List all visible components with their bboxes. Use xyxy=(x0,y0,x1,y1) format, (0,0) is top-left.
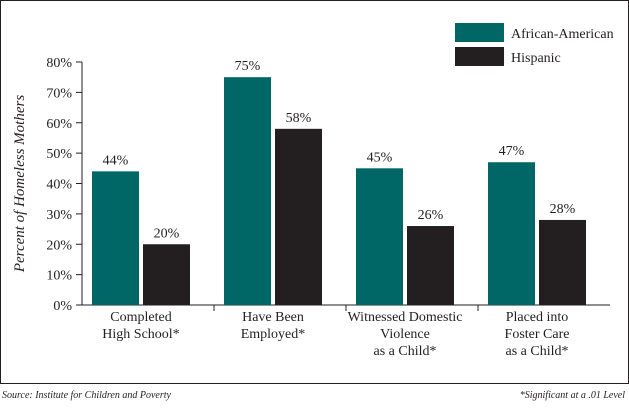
bar-african-american xyxy=(92,171,139,305)
y-tick-label: 60% xyxy=(46,117,72,132)
y-tick-label: 30% xyxy=(46,208,72,223)
y-tick-label: 20% xyxy=(46,238,72,253)
data-label: 58% xyxy=(286,111,312,126)
y-tick-label: 70% xyxy=(46,86,72,101)
data-label: 44% xyxy=(103,153,129,168)
category-label: Placed into xyxy=(506,310,569,325)
legend-swatch xyxy=(455,23,504,42)
y-tick-label: 50% xyxy=(46,147,72,162)
legend-swatch xyxy=(455,47,504,66)
category-label: Completed xyxy=(110,310,171,325)
data-label: 20% xyxy=(154,226,180,241)
y-axis-label: Percent of Homeless Mothers xyxy=(12,95,28,273)
significance-note: *Significant at a .01 Level xyxy=(519,390,625,401)
bar-african-american xyxy=(356,168,403,305)
bar-african-american xyxy=(488,162,535,305)
category-label: as a Child* xyxy=(506,344,569,359)
data-label: 26% xyxy=(418,208,444,223)
bar-hispanic xyxy=(407,226,454,305)
bar-african-american xyxy=(224,77,271,305)
source-note: Source: Institute for Children and Pover… xyxy=(2,390,171,401)
data-label: 75% xyxy=(235,59,261,74)
y-tick-label: 80% xyxy=(46,56,72,71)
y-tick-label: 40% xyxy=(46,178,72,193)
bar-chart: 0% 10% 20% 30% 40% 50% 60% 70% 80% Percent of Hom… xyxy=(12,23,614,359)
category-label: Have Been xyxy=(242,310,304,325)
category-label: Violence xyxy=(380,327,430,342)
category-label: High School* xyxy=(102,327,179,342)
bar-hispanic xyxy=(143,244,190,305)
category-label: as a Child* xyxy=(374,344,437,359)
bar-hispanic xyxy=(275,128,322,305)
category-label: Foster Care xyxy=(505,327,570,342)
category-label: Witnessed Domestic xyxy=(348,310,463,325)
y-tick-label: 10% xyxy=(46,269,72,284)
category-label: Employed* xyxy=(241,327,306,342)
legend-label: African-American xyxy=(511,27,614,42)
y-tick-label: 0% xyxy=(53,299,72,314)
data-label: 28% xyxy=(550,202,576,217)
bar-hispanic xyxy=(539,219,586,305)
legend-label: Hispanic xyxy=(511,51,561,66)
data-label: 45% xyxy=(367,150,393,165)
data-label: 47% xyxy=(499,144,525,159)
